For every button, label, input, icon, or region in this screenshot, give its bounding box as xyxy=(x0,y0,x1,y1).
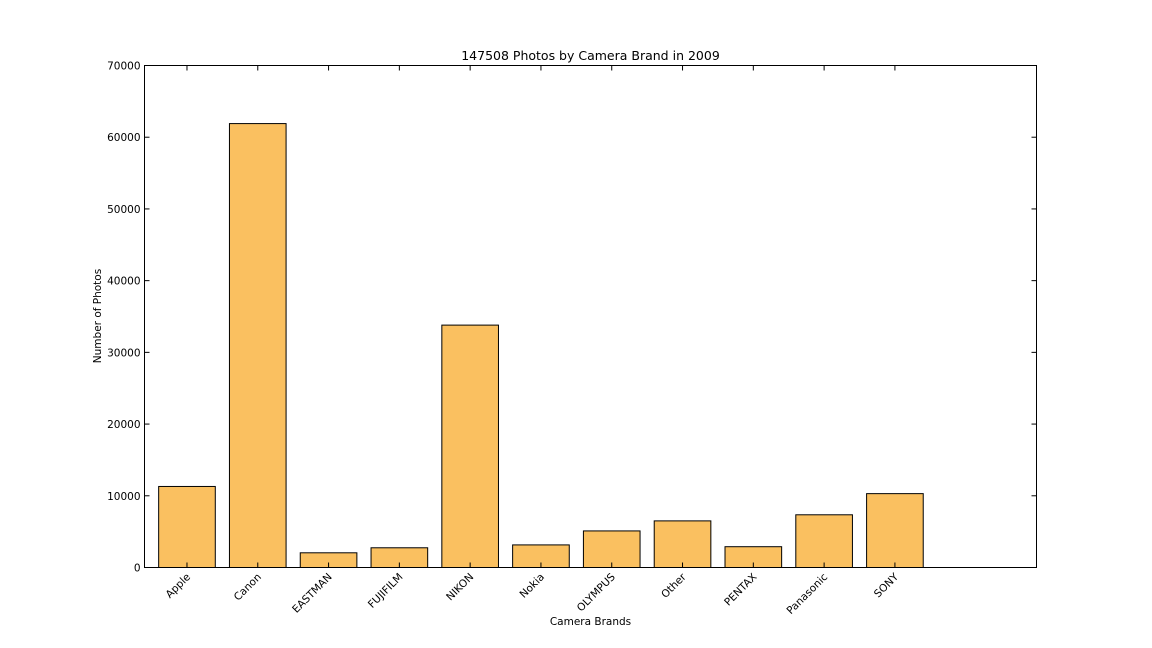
y-tick-label-60000: 60000 xyxy=(107,132,140,144)
x-tick-label-canon: Canon xyxy=(232,571,264,603)
y-tick-label-20000: 20000 xyxy=(107,419,140,431)
y-tick-label-30000: 30000 xyxy=(107,347,140,359)
x-tick-label-sony: SONY xyxy=(872,571,902,601)
x-tick-label-apple: Apple xyxy=(163,571,193,601)
x-tick-label-nokia: Nokia xyxy=(518,571,547,600)
y-axis-label: Number of Photos xyxy=(92,269,104,363)
chart-title: 147508 Photos by Camera Brand in 2009 xyxy=(461,48,720,63)
x-tick-label-olympus: OLYMPUS xyxy=(575,571,618,614)
y-tick-label-40000: 40000 xyxy=(107,276,140,288)
plot-frame xyxy=(144,65,1037,568)
bar-sony xyxy=(866,493,924,568)
y-tick-label-0: 0 xyxy=(134,563,141,575)
bar-olympus xyxy=(582,530,641,569)
bar-apple xyxy=(158,485,216,568)
x-tick-label-fujifilm: FUJIFILM xyxy=(366,571,406,611)
x-axis-label: Camera Brands xyxy=(550,616,631,628)
bar-panasonic xyxy=(795,514,853,568)
x-tick-label-pentax: PENTAX xyxy=(722,571,759,608)
bars-group xyxy=(158,123,924,569)
y-tick-label-70000: 70000 xyxy=(107,61,140,73)
x-tick-label-nikon: NIKON xyxy=(444,571,476,603)
bar-other xyxy=(653,520,712,569)
x-tick-label-eastman: EASTMAN xyxy=(290,571,335,616)
x-tick-label-panasonic: Panasonic xyxy=(785,571,831,617)
x-tick-label-other: Other xyxy=(659,571,689,601)
y-tick-label-10000: 10000 xyxy=(107,491,140,503)
bar-canon xyxy=(228,123,287,569)
bar-nikon xyxy=(441,324,499,568)
y-tick-label-50000: 50000 xyxy=(107,204,140,216)
